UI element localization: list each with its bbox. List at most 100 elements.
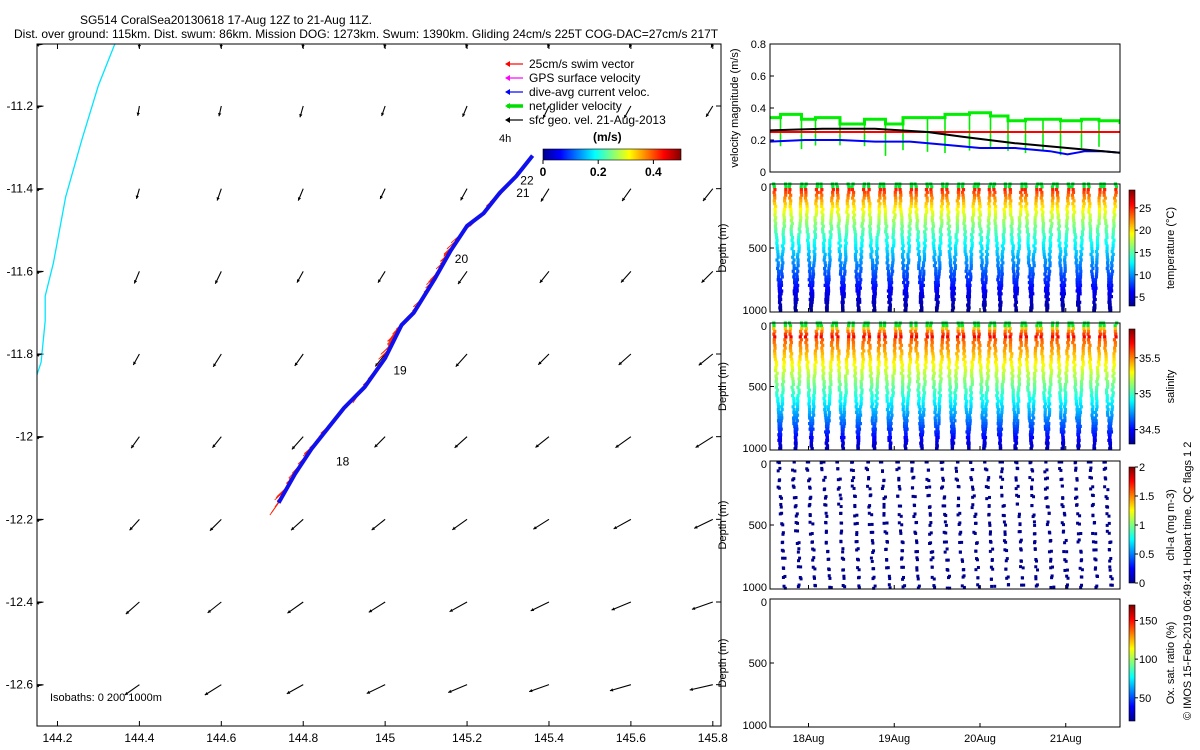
profile-sample: [1032, 264, 1036, 268]
profile-sample: [1066, 354, 1070, 359]
profile-sample: [854, 258, 858, 262]
profile-sample: [916, 219, 920, 223]
profile-sample: [820, 326, 824, 331]
profile-sample: [993, 213, 998, 217]
profile-sample: [1000, 252, 1004, 256]
profile-sample: [1011, 394, 1015, 398]
profile-sample: [1103, 204, 1107, 209]
profile-sample: [780, 244, 785, 248]
profile-sample: [951, 283, 956, 287]
profile-sample: [981, 427, 985, 431]
profile-sample: [882, 199, 886, 203]
profile-sample: [893, 340, 897, 345]
profile-sample: [857, 435, 861, 440]
profile-sample: [783, 199, 787, 203]
profile-sample: [962, 202, 966, 206]
profile-sample: [827, 416, 831, 420]
profile-sample: [948, 377, 952, 381]
profile-sample: [829, 233, 833, 237]
profile-sample: [1004, 326, 1008, 331]
profile-sample: [807, 394, 811, 398]
profile-sample: [907, 374, 911, 378]
profile-sample: [1033, 230, 1037, 234]
chlorophyll-sample: [931, 556, 935, 560]
profile-sample: [1011, 252, 1015, 256]
profile-sample: [851, 343, 856, 347]
profile-sample: [1003, 190, 1007, 195]
profile-sample: [898, 196, 902, 200]
chlorophyll-sample: [916, 577, 920, 581]
profile-sample: [1098, 193, 1102, 197]
profile-sample: [871, 266, 875, 271]
profile-sample: [813, 357, 818, 361]
chlorophyll-sample: [915, 566, 919, 570]
profile-sample: [1016, 255, 1020, 259]
profile-sample: [922, 391, 927, 395]
profile-sample: [1073, 388, 1078, 392]
profile-sample: [1030, 283, 1035, 287]
profile-sample: [884, 371, 888, 375]
profile-sample: [1046, 280, 1050, 285]
profile-sample: [1015, 427, 1019, 431]
profile-sample: [815, 210, 819, 214]
profile-sample: [877, 213, 881, 217]
profile-sample: [890, 272, 894, 276]
profile-sample: [810, 278, 815, 282]
profile-sample: [901, 405, 905, 409]
profile-sample: [902, 269, 906, 273]
profile-sample: [1001, 366, 1005, 370]
profile-sample: [875, 261, 879, 265]
profile-sample: [1043, 413, 1047, 417]
profile-sample: [1015, 278, 1019, 282]
profile-sample: [1044, 292, 1049, 296]
profile-sample: [861, 366, 865, 370]
profile-sample: [944, 326, 949, 331]
profile-sample: [1024, 324, 1028, 328]
profile-sample: [905, 413, 910, 417]
profile-sample: [861, 354, 865, 359]
profile-sample: [916, 374, 920, 378]
profile-sample: [1097, 343, 1101, 347]
profile-sample: [869, 388, 873, 392]
profile-sample: [964, 394, 968, 398]
profile-sample: [1066, 199, 1070, 203]
profile-sample: [807, 408, 812, 412]
profile-sample: [970, 360, 974, 364]
chlorophyll-sample: [912, 475, 916, 479]
profile-sample: [1065, 204, 1069, 209]
profile-sample: [1004, 196, 1008, 200]
chlorophyll-sample: [945, 586, 949, 590]
profile-sample: [777, 283, 781, 287]
profile-sample: [1075, 278, 1079, 282]
profile-sample: [1043, 258, 1048, 262]
profile-sample: [778, 303, 783, 307]
profile-sample: [985, 380, 989, 384]
profile-sample: [994, 230, 998, 234]
profile-sample: [906, 255, 910, 259]
profile-sample: [1025, 346, 1029, 350]
profile-sample: [1106, 402, 1111, 406]
profile-sample: [949, 266, 953, 271]
profile-sample: [996, 255, 1000, 259]
profile-sample: [1095, 405, 1099, 409]
profile-sample: [821, 357, 825, 361]
profile-sample: [923, 235, 927, 240]
profile-sample: [875, 380, 880, 384]
profile-sample: [1043, 272, 1047, 276]
profile-sample: [844, 241, 848, 245]
profile-sample: [1016, 249, 1020, 254]
profile-sample: [968, 419, 972, 423]
profile-sample: [918, 408, 922, 412]
profile-sample: [868, 230, 872, 234]
profile-sample: [1049, 354, 1053, 359]
profile-sample: [901, 402, 905, 406]
profile-sample: [811, 410, 815, 415]
legend-entry-label: 25cm/s swim vector: [529, 57, 634, 71]
profile-sample: [867, 349, 871, 353]
profile-sample: [1015, 430, 1019, 434]
profile-sample: [798, 219, 803, 223]
profile-sample: [856, 300, 860, 304]
profile-sample: [1044, 269, 1048, 273]
profile-sample: [1093, 297, 1097, 302]
profile-sample: [843, 247, 847, 251]
